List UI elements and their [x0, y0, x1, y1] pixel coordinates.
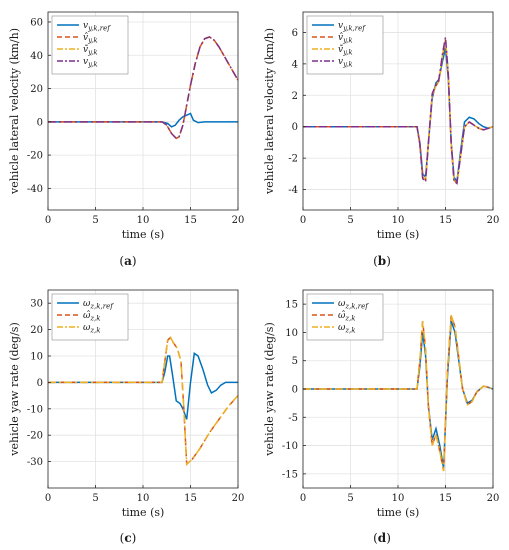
y-tick-label: 0 — [37, 378, 43, 389]
y-tick-label: -20 — [27, 431, 43, 442]
legend-label: v̂y,k — [338, 32, 353, 45]
x-tick-label: 10 — [392, 215, 405, 226]
legend-label: ω̂z,k — [338, 310, 356, 323]
x-tick-label: 15 — [184, 493, 197, 504]
panel-caption: (b) — [373, 254, 391, 268]
y-tick-label: 0 — [292, 385, 298, 396]
legend-box — [306, 293, 384, 341]
legend-label: ωz,k — [83, 323, 101, 335]
legend-box — [51, 293, 129, 341]
y-tick-label: -5 — [288, 413, 298, 424]
y-tick-label: 30 — [30, 299, 43, 310]
y-tick-label: 20 — [30, 325, 43, 336]
x-tick-label: 15 — [439, 493, 452, 504]
legend-label: ṽy,k — [83, 45, 98, 57]
series-line-3 — [48, 336, 238, 466]
x-tick-label: 5 — [347, 215, 353, 226]
y-tick-label: 0 — [37, 117, 43, 128]
panel-caption: (d) — [373, 531, 391, 545]
series-line-1 — [48, 352, 238, 420]
series-line-3 — [303, 315, 493, 472]
legend-label: ωz,k — [338, 323, 356, 335]
x-tick-label: 0 — [300, 215, 306, 226]
y-tick-label: 10 — [285, 328, 298, 339]
x-tick-label: 5 — [92, 215, 98, 226]
legend-label: vy,k — [338, 57, 353, 69]
y-tick-label: 15 — [285, 300, 298, 311]
y-tick-label: -40 — [27, 184, 43, 195]
y-tick-label: 0 — [292, 122, 298, 133]
x-tick-label: 20 — [487, 215, 500, 226]
x-tick-label: 5 — [92, 493, 98, 504]
legend-label: v̂y,k — [83, 32, 98, 45]
x-tick-label: 0 — [300, 493, 306, 504]
y-tick-label: 2 — [292, 91, 298, 102]
legend-label: ω̂z,k — [83, 310, 101, 323]
y-axis-label: vehicle lateral velocity (km/h) — [8, 28, 21, 195]
y-tick-label: 60 — [30, 17, 43, 28]
x-tick-label: 10 — [392, 493, 405, 504]
y-tick-label: -10 — [282, 441, 298, 452]
y-tick-label: 6 — [292, 28, 298, 39]
x-tick-label: 20 — [232, 493, 245, 504]
chart-panel-c: 0 5 10 15 20 -30 -20 -10 0 10 20 30 time (s) vehicle … — [8, 289, 245, 545]
y-tick-label: -10 — [27, 404, 43, 415]
y-axis-label: vehicle yaw rate (deg/s) — [263, 322, 276, 456]
legend-label: vy,k — [83, 57, 98, 69]
x-tick-label: 5 — [347, 493, 353, 504]
panel-caption: (c) — [120, 531, 137, 545]
x-tick-label: 15 — [439, 215, 452, 226]
x-tick-label: 20 — [487, 493, 500, 504]
series-line-4 — [48, 36, 238, 140]
x-axis-label: time (s) — [122, 506, 165, 519]
series-line-4 — [303, 37, 493, 185]
y-tick-label: -2 — [288, 154, 298, 165]
y-tick-label: -30 — [27, 457, 43, 468]
chart-panel-a: 0 5 10 15 20 -40 -20 0 20 40 60 time (s) vehicle lat… — [8, 11, 245, 268]
y-tick-label: -4 — [288, 185, 298, 196]
x-tick-label: 20 — [232, 215, 245, 226]
x-tick-label: 0 — [45, 215, 51, 226]
y-tick-label: -15 — [282, 469, 298, 480]
chart-panel-d: 0 5 10 15 20 -15 -10 -5 0 5 10 15 time (s) vehicle ya… — [263, 289, 500, 545]
y-axis-label: vehicle yaw rate (deg/s) — [8, 322, 21, 456]
legend-label: ωz,k,ref — [83, 299, 114, 311]
y-tick-label: 40 — [30, 51, 43, 62]
x-tick-label: 10 — [137, 215, 150, 226]
legend-label: ṽy,k — [338, 45, 353, 57]
x-tick-label: 10 — [137, 493, 150, 504]
y-tick-label: 20 — [30, 84, 43, 95]
y-tick-label: 5 — [292, 356, 298, 367]
x-tick-label: 15 — [184, 215, 197, 226]
panel-caption: (a) — [119, 254, 136, 268]
x-tick-label: 0 — [45, 493, 51, 504]
x-axis-label: time (s) — [377, 228, 420, 241]
y-tick-label: 10 — [30, 352, 43, 363]
legend-label: ωz,k,ref — [338, 299, 369, 311]
series-line-3 — [303, 38, 493, 185]
chart-panel-b: 0 5 10 15 20 -4 -2 0 2 4 6 time (s) vehicle lateral … — [263, 11, 500, 268]
y-tick-label: -20 — [27, 151, 43, 162]
legend-label: vy,k,ref — [338, 21, 366, 33]
legend-label: vy,k,ref — [83, 21, 111, 33]
y-tick-label: 4 — [292, 59, 298, 70]
y-axis-label: vehicle lateral velocity (km/h) — [263, 28, 276, 195]
x-axis-label: time (s) — [122, 228, 165, 241]
series-line-1 — [48, 112, 238, 128]
x-axis-label: time (s) — [377, 506, 420, 519]
